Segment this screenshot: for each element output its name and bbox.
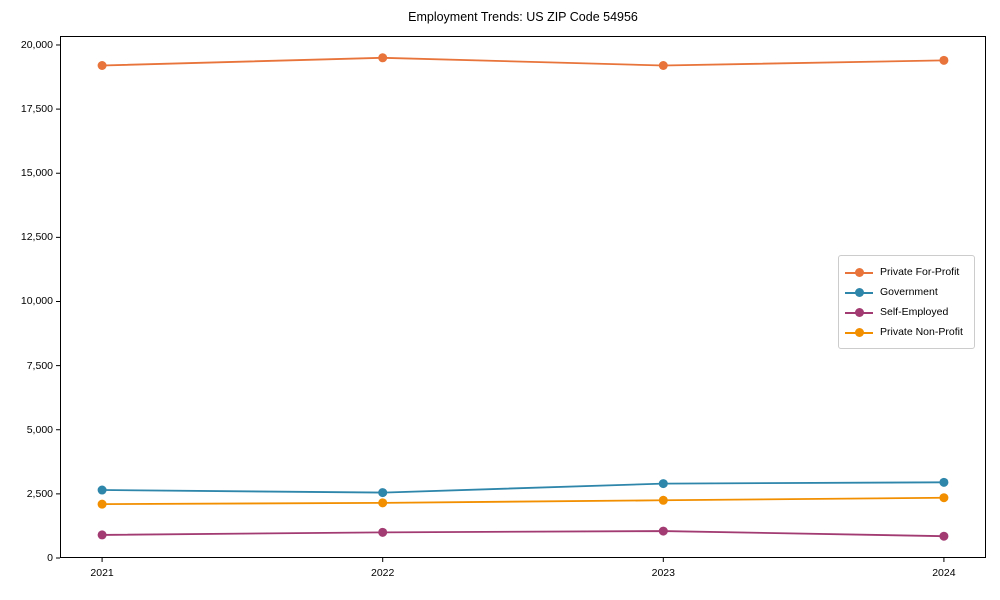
legend-box: Private For-Profit Government Self-Employe…	[838, 255, 975, 349]
data-point	[378, 498, 388, 508]
data-point	[939, 493, 949, 503]
x-axis-tick-label: 2023	[651, 567, 675, 579]
data-point	[97, 499, 107, 509]
series-line	[102, 530, 944, 538]
data-point	[658, 60, 668, 70]
y-axis-tick-label: 20,000	[20, 38, 53, 51]
x-axis-tick-label: 2024	[932, 567, 956, 579]
data-point	[939, 477, 949, 487]
series-line	[102, 481, 944, 494]
y-axis-tick-label: 12,500	[20, 231, 53, 244]
y-axis-tick-label: 17,500	[20, 103, 53, 116]
legend-item: Private For-Profit	[845, 262, 966, 282]
data-point	[378, 488, 388, 498]
legend-label: Government	[880, 286, 938, 298]
plot-area	[60, 36, 986, 558]
y-axis-tick-label: 5,000	[26, 423, 53, 436]
data-point	[378, 527, 388, 537]
data-point	[97, 485, 107, 495]
y-axis-tick-label: 7,500	[26, 359, 53, 372]
data-point	[658, 479, 668, 489]
data-point	[939, 531, 949, 541]
y-axis-tick-label: 15,000	[20, 167, 53, 180]
data-point	[939, 55, 949, 65]
data-point	[378, 53, 388, 63]
y-axis-tick-label: 0	[47, 552, 53, 564]
x-axis-tick-label: 2022	[371, 567, 395, 579]
data-point	[97, 530, 107, 540]
legend-item: Government	[845, 282, 966, 302]
legend-line-dot-icon	[845, 267, 873, 277]
data-point	[97, 60, 107, 70]
series-line	[102, 56, 944, 67]
legend-item: Self-Employed	[845, 302, 966, 322]
legend-label: Private For-Profit	[880, 266, 960, 278]
legend-label: Private Non-Profit	[880, 326, 963, 338]
legend-line-dot-icon	[845, 327, 873, 337]
legend-line-dot-icon	[845, 287, 873, 297]
y-axis-tick-label: 2,500	[26, 487, 53, 500]
legend-line-dot-icon	[845, 307, 873, 317]
x-axis-tick-label: 2021	[90, 567, 114, 579]
legend-label: Self-Employed	[880, 306, 949, 318]
data-point	[658, 495, 668, 505]
series-line	[102, 496, 944, 506]
y-axis-tick-label: 10,000	[20, 295, 53, 308]
legend-item: Private Non-Profit	[845, 322, 966, 342]
data-point	[658, 526, 668, 536]
chart-title: Employment Trends: US ZIP Code 54956	[408, 10, 638, 24]
